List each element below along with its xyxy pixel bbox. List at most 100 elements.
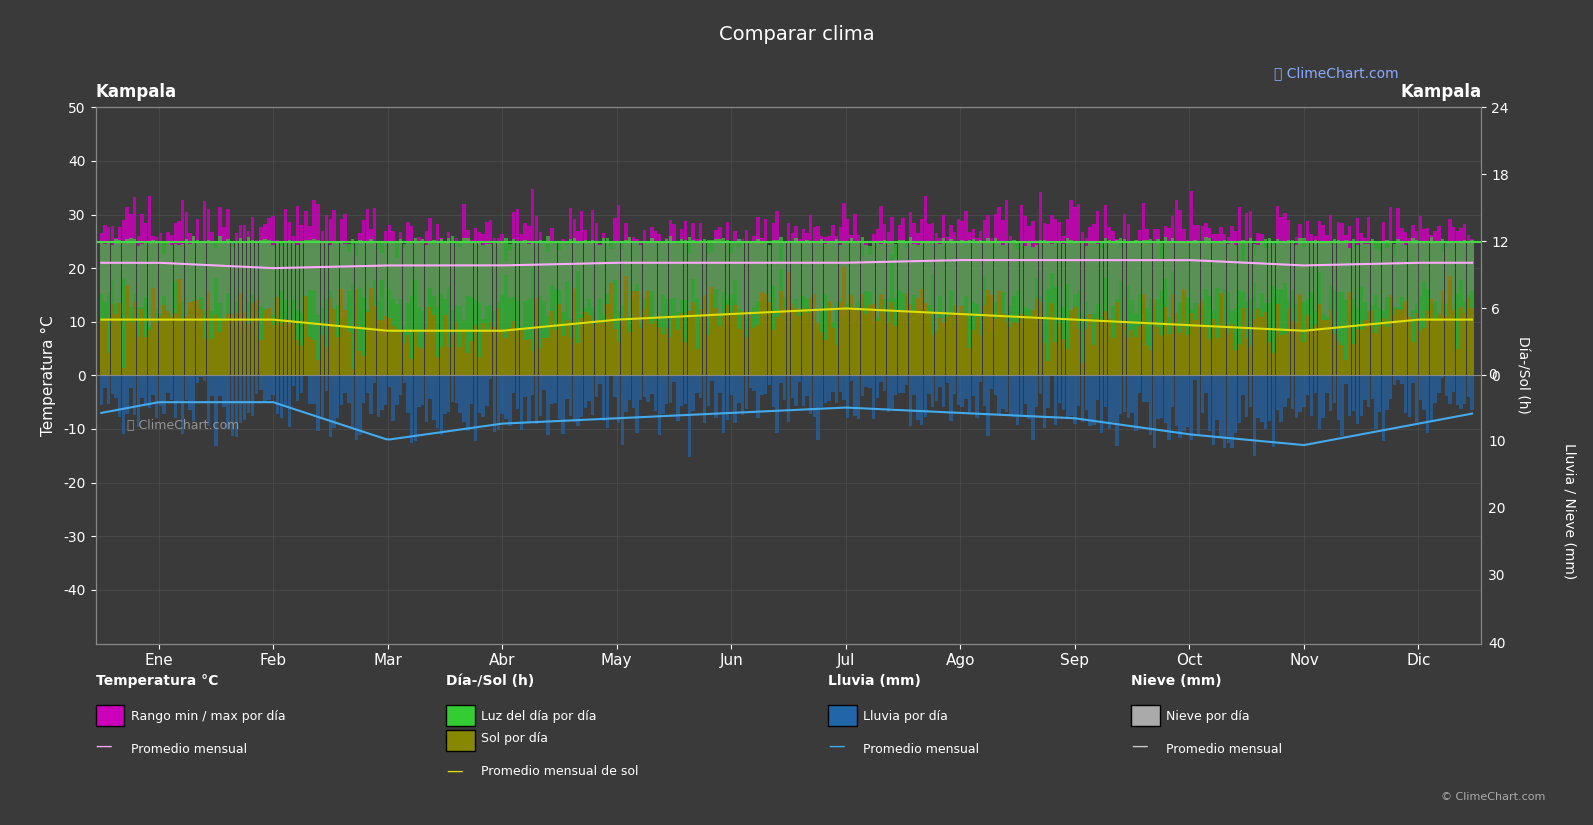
Bar (752, 328, 755, 375)
Bar (991, 243, 994, 295)
Bar (798, 238, 801, 309)
Bar (927, 241, 930, 313)
Bar (1000, 314, 1005, 375)
Bar (140, 214, 143, 307)
Bar (1008, 236, 1012, 305)
Bar (1459, 242, 1462, 307)
Bar (110, 226, 115, 280)
Bar (1434, 230, 1437, 300)
Bar (1145, 240, 1149, 346)
Bar (768, 246, 771, 305)
Bar (115, 239, 118, 314)
Bar (887, 241, 890, 323)
Bar (1039, 375, 1042, 394)
Bar (806, 313, 809, 375)
Bar (1431, 375, 1434, 422)
Bar (1069, 310, 1072, 375)
Bar (1126, 337, 1129, 375)
Bar (1386, 248, 1389, 297)
Bar (554, 331, 558, 375)
Bar (1411, 342, 1415, 375)
Text: 30: 30 (1488, 569, 1505, 583)
Bar (448, 375, 451, 412)
Bar (148, 196, 151, 326)
Bar (699, 223, 703, 320)
Bar (350, 369, 354, 375)
Bar (271, 375, 276, 395)
Bar (902, 375, 905, 394)
Bar (519, 234, 523, 326)
Bar (202, 375, 207, 381)
Bar (239, 225, 242, 330)
Bar (436, 375, 440, 427)
Bar (320, 231, 323, 308)
Text: Promedio mensual: Promedio mensual (1166, 742, 1282, 756)
Bar (835, 236, 838, 304)
Bar (1230, 324, 1233, 375)
Bar (414, 238, 417, 332)
Bar (384, 316, 387, 375)
Bar (284, 209, 287, 300)
Bar (983, 305, 986, 375)
Bar (524, 340, 527, 375)
Bar (675, 243, 680, 313)
Bar (1035, 245, 1039, 298)
Bar (1271, 353, 1274, 375)
Bar (421, 349, 424, 375)
Bar (421, 239, 424, 349)
Bar (462, 205, 465, 320)
Bar (1241, 375, 1244, 395)
Bar (395, 329, 398, 375)
Bar (1423, 243, 1426, 328)
Bar (653, 243, 658, 321)
Bar (1157, 229, 1160, 299)
Bar (1088, 375, 1091, 427)
Bar (1131, 243, 1134, 330)
Bar (642, 243, 647, 309)
Bar (1171, 375, 1174, 408)
Text: Lluvia / Nieve (mm): Lluvia / Nieve (mm) (1563, 443, 1575, 580)
Bar (1364, 375, 1367, 400)
Bar (994, 214, 997, 301)
Bar (530, 189, 534, 267)
Bar (1174, 314, 1179, 375)
Text: —: — (1131, 737, 1147, 755)
Bar (247, 375, 250, 412)
Bar (1451, 375, 1456, 392)
Bar (505, 337, 508, 375)
Bar (594, 375, 597, 397)
Bar (1047, 241, 1050, 361)
Bar (1440, 239, 1445, 291)
Bar (916, 245, 919, 299)
Bar (1260, 317, 1263, 375)
Bar (459, 347, 462, 375)
Bar (110, 245, 115, 304)
Bar (1118, 238, 1123, 324)
Bar (857, 235, 860, 301)
Bar (1249, 375, 1252, 408)
Bar (1207, 238, 1211, 339)
Bar (1024, 375, 1027, 404)
Bar (129, 322, 132, 375)
Bar (941, 375, 945, 407)
Bar (1378, 326, 1381, 375)
Bar (787, 223, 790, 317)
Bar (927, 313, 930, 375)
Bar (339, 375, 342, 405)
Bar (284, 242, 287, 318)
Bar (752, 242, 755, 328)
Bar (980, 240, 983, 335)
Bar (669, 236, 672, 337)
Bar (680, 313, 683, 375)
Text: Día-/Sol (h): Día-/Sol (h) (446, 674, 534, 688)
Bar (432, 244, 435, 296)
Bar (642, 375, 647, 398)
Bar (1168, 229, 1171, 317)
Bar (1359, 330, 1364, 375)
Bar (610, 249, 613, 313)
Bar (1337, 375, 1340, 420)
Bar (1456, 231, 1459, 294)
Bar (1348, 375, 1351, 416)
Bar (1290, 240, 1294, 321)
Bar (1096, 243, 1099, 318)
